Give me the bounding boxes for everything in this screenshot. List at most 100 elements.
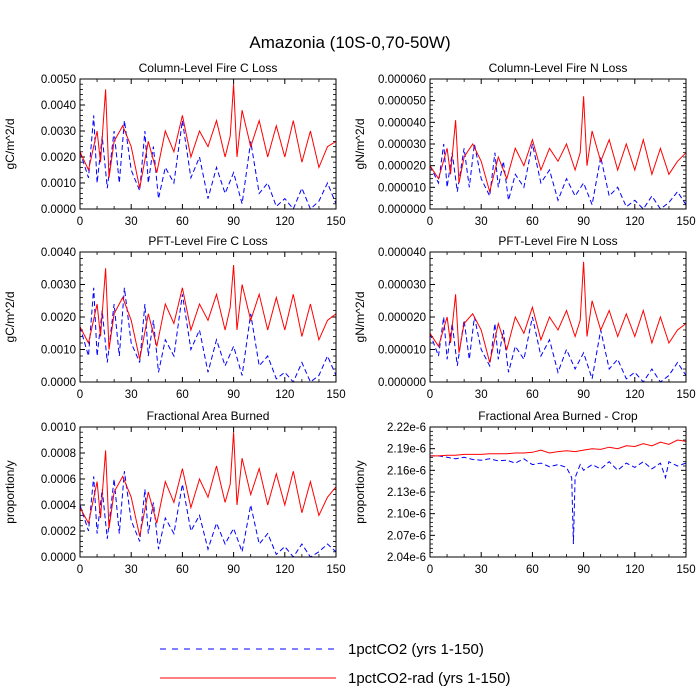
y-tick-label: 0.000000 [378,377,426,389]
y-tick-label: 0.0010 [41,422,76,434]
panel-title: Column-Level Fire N Loss [489,61,628,75]
x-tick-label: 120 [275,564,294,576]
y-tick-label: 0.000020 [378,312,426,324]
y-tick-label: 2.19e-6 [387,444,426,456]
y-tick-label: 0.000000 [378,204,426,216]
series-line-1pctCO2-rad [80,432,336,537]
y-tick-label: 0.000030 [378,139,426,151]
plot-frame [79,78,337,210]
plot-frame [79,426,337,558]
series-line-1pctCO2 [430,455,686,545]
y-tick-label: 0.0000 [41,204,76,216]
y-tick-label: 2.04e-6 [387,552,426,564]
x-tick-label: 90 [577,216,590,228]
x-tick-label: 150 [326,216,345,228]
y-axis-label: gC/m^2/d [3,119,17,170]
x-tick-label: 0 [427,389,433,401]
y-tick-label: 0.000020 [378,161,426,173]
x-tick-label: 30 [125,216,138,228]
legend: 1pctCO2 (yrs 1-150) 1pctCO2-rad (yrs 1-1… [160,641,511,687]
plot-frame [79,251,337,383]
x-tick-label: 120 [275,216,294,228]
y-tick-label: 0.0000 [41,552,76,564]
y-tick-label: 0.000040 [378,247,426,259]
x-tick-label: 90 [577,389,590,401]
x-tick-label: 0 [77,389,83,401]
x-tick-label: 30 [125,389,138,401]
x-tick-label: 0 [427,564,433,576]
y-tick-label: 0.000050 [378,96,426,108]
x-tick-label: 150 [326,389,345,401]
y-tick-label: 0.000010 [378,345,426,357]
y-tick-label: 0.0006 [41,474,76,486]
y-axis-label: gN/m^2/d [353,119,367,170]
x-tick-label: 0 [77,216,83,228]
x-tick-label: 150 [676,564,695,576]
y-tick-label: 0.0040 [41,100,76,112]
y-tick-label: 0.0030 [41,126,76,138]
x-tick-label: 90 [227,564,240,576]
x-tick-label: 60 [176,389,189,401]
series-line-1pctCO2 [430,143,686,209]
chart-panel-1: Column-Level Fire C Loss gC/m^2/d 0 30 60 90 1… [3,61,346,228]
y-tick-label: 2.16e-6 [387,465,426,477]
series-line-1pctCO2-rad [430,261,686,363]
x-tick-label: 60 [526,216,539,228]
x-tick-label: 30 [475,389,488,401]
x-tick-label: 150 [676,389,695,401]
panel-grid: Column-Level Fire C Loss gC/m^2/d 0 30 60 90 1… [3,61,696,576]
x-tick-label: 60 [176,564,189,576]
series-line-1pctCO2 [80,287,336,382]
y-axis-label: gC/m^2/d [3,292,17,343]
x-tick-label: 120 [625,216,644,228]
series-line-1pctCO2-rad [430,439,686,457]
y-tick-label: 0.0020 [41,152,76,164]
x-tick-label: 90 [227,389,240,401]
y-tick-label: 0.0050 [41,74,76,86]
y-tick-label: 2.22e-6 [387,422,426,434]
series-line-1pctCO2 [430,316,686,382]
plot-frame [429,426,687,558]
y-tick-label: 0.0004 [41,500,77,512]
x-tick-label: 0 [77,564,83,576]
y-tick-label: 0.000040 [378,117,426,129]
y-tick-label: 0.000060 [378,74,426,86]
series-line-1pctCO2-rad [80,84,336,189]
series-line-1pctCO2 [80,115,336,209]
y-tick-label: 0.0002 [41,526,76,538]
y-tick-label: 2.10e-6 [387,509,426,521]
y-tick-label: 2.13e-6 [387,487,426,499]
x-tick-label: 120 [625,564,644,576]
chart-panel-6: Fractional Area Burned - Crop proportion/… [353,409,696,576]
y-axis-label: proportion/y [353,460,367,523]
y-tick-label: 0.000030 [378,280,426,292]
panel-title: Fractional Area Burned - Crop [478,409,638,423]
x-tick-label: 30 [125,564,138,576]
y-tick-label: 0.0020 [41,312,76,324]
x-tick-label: 60 [526,564,539,576]
x-tick-label: 0 [427,216,433,228]
panel-title: Column-Level Fire C Loss [139,61,278,75]
series-line-1pctCO2 [80,471,336,557]
y-tick-label: 0.000010 [378,182,426,194]
y-tick-label: 0.0010 [41,178,76,190]
legend-label-1pctCO2: 1pctCO2 (yrs 1-150) [348,641,484,658]
x-tick-label: 150 [676,216,695,228]
x-tick-label: 30 [475,564,488,576]
series-line-1pctCO2-rad [80,264,336,360]
panel-title: PFT-Level Fire C Loss [148,234,267,248]
x-tick-label: 60 [526,389,539,401]
y-tick-label: 0.0008 [41,448,76,460]
y-tick-label: 0.0040 [41,247,76,259]
legend-label-1pctCO2-rad: 1pctCO2-rad (yrs 1-150) [348,670,511,687]
chart-panel-3: PFT-Level Fire C Loss gC/m^2/d 0 30 60 90 120 1… [3,234,346,401]
figure-title: Amazonia (10S-0,70-50W) [249,33,450,52]
y-axis-label: proportion/y [3,460,17,523]
x-tick-label: 60 [176,216,189,228]
y-tick-label: 0.0000 [41,377,76,389]
chart-panel-5: Fractional Area Burned proportion/y 0 30 60 9… [3,409,346,576]
x-tick-label: 150 [326,564,345,576]
panel-title: Fractional Area Burned [147,409,270,423]
x-tick-label: 90 [577,564,590,576]
